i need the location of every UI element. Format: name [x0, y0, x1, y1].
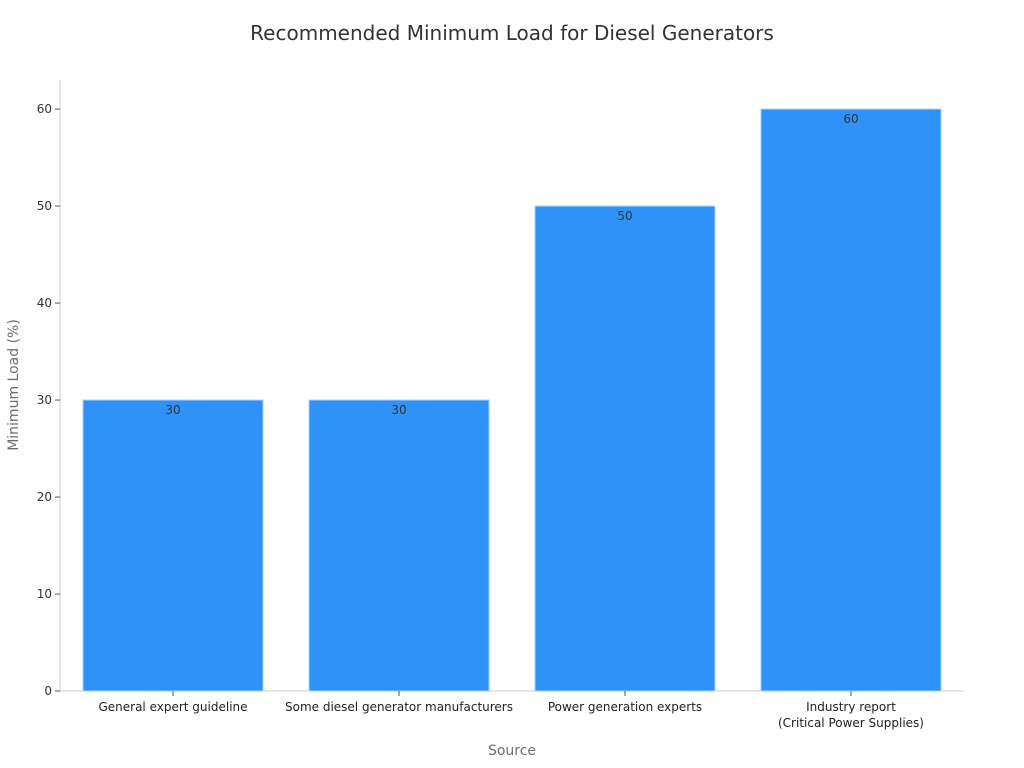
bar: [308, 399, 490, 692]
y-tick-label: 40: [37, 296, 52, 310]
plot-area: 0 10 20 30 40 50 60 30 General expert guideline 3…: [37, 80, 964, 730]
y-tick-label: 20: [37, 490, 52, 504]
x-tick-label: Some diesel generator manufacturers: [285, 700, 513, 714]
bar-data-label: 30: [165, 403, 180, 417]
y-axis-title: Minimum Load (%): [6, 319, 22, 451]
y-tick-label: 0: [44, 684, 52, 698]
y-tick-label: 50: [37, 199, 52, 213]
x-tick-label: General expert guideline: [98, 700, 247, 714]
chart-title: Recommended Minimum Load for Diesel Gene…: [250, 21, 774, 45]
y-tick-label: 60: [37, 102, 52, 116]
y-tick-label: 30: [37, 393, 52, 407]
x-tick-label: (Critical Power Supplies): [778, 716, 924, 730]
y-tick-label: 10: [37, 587, 52, 601]
x-tick-label: Power generation experts: [548, 700, 702, 714]
bar: [760, 108, 942, 692]
bar-data-label: 60: [843, 112, 858, 126]
bar: [82, 399, 264, 692]
x-axis-title: Source: [488, 743, 536, 759]
bar-data-label: 30: [391, 403, 406, 417]
bar-data-label: 50: [617, 209, 632, 223]
x-tick-label: Industry report: [806, 700, 896, 714]
bar: [534, 205, 716, 692]
